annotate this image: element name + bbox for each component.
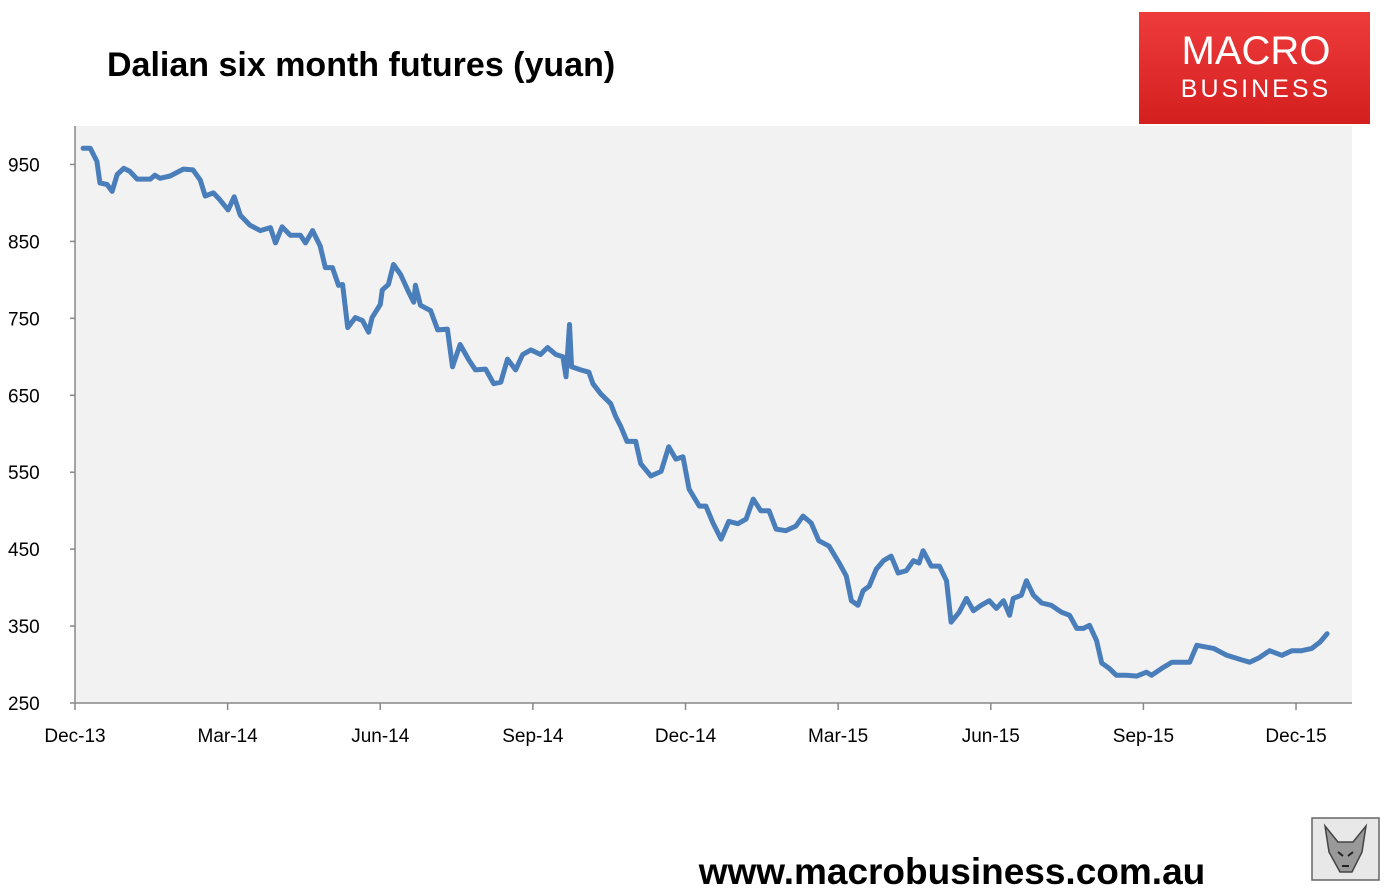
- x-tick-label: Dec-15: [1265, 726, 1326, 747]
- x-tick-label: Mar-15: [808, 726, 868, 747]
- x-tick-label: Dec-13: [44, 726, 105, 747]
- x-tick-label: Jun-15: [962, 726, 1020, 747]
- wolf-icon: [1311, 817, 1380, 881]
- series-line: [80, 145, 1330, 679]
- logo: [1139, 12, 1370, 124]
- plot-area: [75, 126, 1352, 703]
- y-tick-label: 550: [8, 463, 40, 484]
- x-tick-label: Mar-14: [198, 726, 259, 747]
- x-tick-label: Sep-15: [1113, 726, 1174, 747]
- chart-title: Dalian six month futures (yuan): [107, 46, 615, 84]
- x-tick-label: Jun-14: [351, 726, 410, 747]
- y-tick-label: 250: [8, 694, 40, 715]
- y-tick-label: 950: [8, 155, 40, 176]
- y-tick-label: 350: [8, 617, 40, 638]
- logo-text: MACRO: [1182, 29, 1331, 73]
- y-tick-label: 650: [8, 386, 40, 407]
- footer: www.macrobusiness.com.au: [698, 851, 1206, 885]
- y-tick-label: 850: [8, 232, 40, 253]
- x-tick-label: Dec-14: [655, 726, 717, 747]
- x-tick-label: Sep-14: [502, 726, 564, 747]
- y-tick-label: 450: [8, 540, 40, 561]
- logo-text: BUSINESS: [1181, 75, 1331, 103]
- y-tick-label: 750: [8, 309, 40, 330]
